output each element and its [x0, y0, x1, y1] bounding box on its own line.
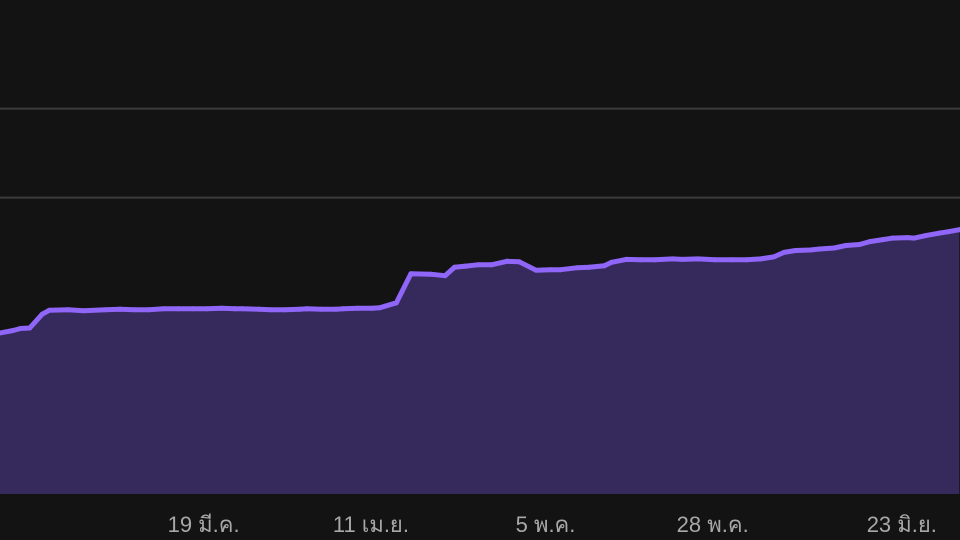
data-point: [65, 307, 71, 313]
data-point: [695, 256, 701, 262]
data-point: [504, 258, 510, 264]
data-point: [936, 230, 942, 236]
data-point: [81, 308, 87, 314]
data-point: [27, 325, 33, 331]
data-point: [533, 267, 539, 273]
data-point: [103, 307, 108, 313]
data-point: [333, 306, 339, 312]
data-point: [190, 306, 196, 312]
data-point: [712, 257, 718, 263]
data-point: [843, 243, 849, 248]
data-point: [161, 306, 167, 312]
data-point: [831, 245, 837, 251]
data-point: [652, 257, 658, 263]
data-point: [489, 262, 495, 268]
data-point: [945, 229, 951, 235]
data-point: [905, 235, 911, 241]
data-point: [623, 256, 629, 262]
x-tick-label: 28 พ.ค.: [677, 512, 749, 537]
data-point: [889, 235, 895, 241]
data-point: [601, 263, 607, 269]
data-point: [670, 256, 676, 262]
data-point: [10, 328, 16, 333]
data-point: [319, 306, 324, 312]
data-point: [393, 300, 399, 306]
data-point: [781, 249, 787, 255]
data-point: [516, 259, 522, 265]
data-point: [911, 235, 917, 241]
data-point: [462, 263, 468, 269]
data-point: [771, 254, 777, 260]
data-point: [239, 306, 245, 312]
x-axis-band: [0, 494, 960, 540]
data-point: [880, 237, 886, 243]
data-point: [857, 242, 863, 247]
data-point: [729, 257, 735, 263]
data-point: [575, 265, 580, 271]
data-point: [340, 306, 346, 312]
data-point: [146, 307, 152, 313]
data-point: [117, 306, 123, 312]
data-point: [758, 256, 764, 262]
data-point: [377, 305, 383, 311]
data-point: [39, 311, 45, 317]
series-area-fill: [0, 229, 960, 494]
x-tick-label: 19 มี.ค.: [168, 512, 240, 537]
data-point: [175, 306, 181, 312]
data-point: [204, 306, 210, 312]
data-point: [408, 271, 414, 277]
data-point: [232, 306, 238, 312]
data-point: [793, 248, 799, 253]
data-point: [268, 307, 273, 313]
data-point: [475, 262, 481, 268]
x-tick-label: 11 เม.ย.: [333, 512, 409, 537]
data-point: [679, 256, 685, 262]
data-point: [609, 259, 615, 265]
data-point: [256, 306, 262, 312]
data-point: [132, 307, 137, 313]
data-point: [548, 267, 553, 273]
data-point: [355, 305, 361, 311]
data-point: [923, 233, 929, 239]
data-point: [817, 246, 823, 252]
gridlines: [0, 107, 960, 199]
data-point: [442, 273, 448, 279]
data-point: [558, 267, 564, 273]
data-point: [956, 227, 960, 233]
data-point: [282, 307, 288, 313]
x-tick-label: 23 มิ.ย.: [867, 512, 937, 537]
x-tick-label: 5 พ.ค.: [516, 512, 576, 537]
data-point: [807, 247, 813, 253]
x-axis-ticks: 19 มี.ค. 11 เม.ย. 5 พ.ค. 28 พ.ค. 23 มิ.ย.: [168, 512, 937, 537]
data-point: [586, 264, 592, 270]
data-point: [428, 271, 433, 277]
data-point: [744, 257, 750, 263]
data-point: [219, 305, 225, 311]
data-point: [867, 239, 873, 245]
data-point: [47, 307, 52, 313]
data-point: [297, 306, 303, 312]
data-point: [638, 257, 644, 263]
data-point: [452, 264, 457, 270]
data-point: [17, 326, 23, 331]
data-point: [304, 306, 310, 312]
data-point: [369, 305, 375, 311]
data-points: [0, 227, 960, 335]
